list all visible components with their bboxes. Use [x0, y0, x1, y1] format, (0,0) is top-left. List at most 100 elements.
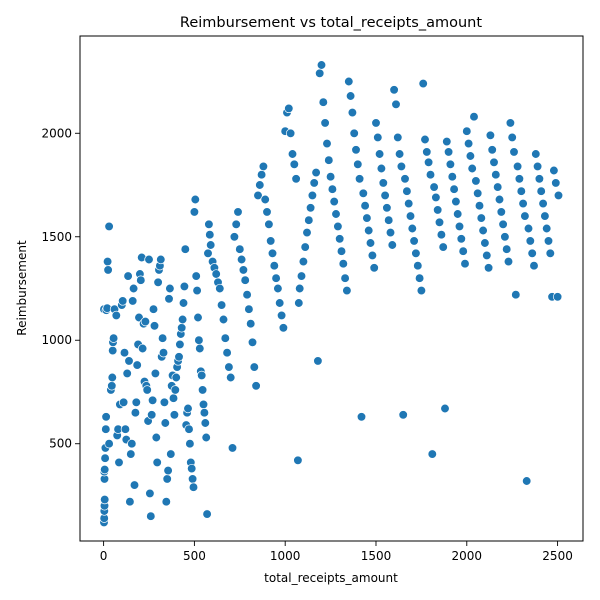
data-point [478, 225, 488, 236]
data-point [148, 304, 159, 314]
data-point [493, 182, 503, 192]
data-point [503, 256, 514, 267]
data-point [169, 410, 180, 420]
data-point [480, 238, 490, 248]
data-point [108, 333, 119, 343]
data-point [398, 410, 408, 420]
data-point [200, 418, 210, 428]
data-point [440, 403, 450, 414]
data-point [249, 362, 259, 372]
data-point [467, 163, 477, 174]
data-point [227, 443, 238, 453]
data-point [203, 248, 213, 258]
data-point [407, 223, 417, 234]
data-point [188, 482, 199, 492]
data-point [494, 194, 505, 205]
data-point [413, 261, 423, 271]
data-point [356, 412, 367, 422]
data-point [389, 85, 399, 95]
data-point [527, 248, 537, 258]
data-point [349, 128, 359, 138]
data-point [202, 509, 212, 519]
data-point [534, 174, 545, 184]
data-point [162, 474, 172, 484]
data-point [152, 457, 162, 468]
data-point [322, 138, 332, 149]
data-point [358, 188, 368, 198]
data-point [170, 385, 180, 395]
data-point [500, 232, 510, 242]
data-point [168, 393, 179, 403]
data-point [549, 165, 559, 176]
data-point [529, 261, 539, 271]
data-point [364, 225, 374, 236]
data-point [147, 395, 158, 405]
data-point [145, 488, 155, 499]
data-point [340, 273, 350, 283]
data-point [353, 159, 363, 169]
data-point [405, 211, 416, 221]
data-point [427, 449, 437, 459]
data-point [545, 248, 555, 258]
data-point [251, 381, 261, 391]
data-point [304, 215, 314, 225]
data-point [416, 285, 427, 296]
data-point [482, 250, 492, 261]
data-point [449, 184, 459, 194]
data-point [442, 136, 452, 147]
data-point [458, 246, 468, 256]
data-point [164, 294, 174, 304]
data-point [543, 236, 554, 246]
data-point [180, 244, 190, 254]
data-point [309, 178, 319, 188]
data-point [436, 230, 447, 240]
data-point [108, 345, 118, 356]
data-point [338, 259, 348, 269]
data-point [240, 275, 250, 285]
data-point [489, 157, 499, 167]
data-point [192, 285, 202, 296]
data-point [132, 360, 142, 370]
data-point [236, 254, 247, 265]
x-ticks: 0 500 1000 1500 2000 2500 [100, 541, 573, 563]
data-point [380, 190, 390, 201]
data-point [294, 298, 304, 308]
data-point [476, 213, 486, 223]
data-point [520, 211, 530, 221]
data-point [394, 149, 405, 159]
data-point [206, 240, 216, 250]
data-point [315, 68, 325, 78]
data-point [344, 76, 354, 87]
data-point [127, 439, 137, 449]
data-point [298, 256, 309, 267]
data-point [507, 132, 517, 143]
data-point [371, 118, 381, 128]
data-point [434, 217, 445, 227]
data-point [336, 246, 347, 256]
x-axis-label: total_receipts_amount [264, 571, 398, 585]
data-point [190, 194, 200, 205]
data-point [220, 333, 230, 343]
data-point [360, 201, 370, 211]
data-point [174, 352, 184, 362]
data-point [205, 230, 215, 240]
data-point [264, 219, 274, 229]
x-tick-label: 0 [100, 549, 108, 563]
data-point [189, 207, 200, 217]
data-point [333, 221, 343, 232]
data-point [331, 209, 341, 219]
data-point [453, 209, 463, 219]
data-point [198, 399, 209, 410]
data-point [179, 281, 190, 292]
data-point [242, 290, 252, 300]
data-point [365, 238, 376, 248]
data-point [425, 170, 436, 180]
data-point [289, 159, 299, 169]
data-point [122, 368, 132, 379]
data-point [166, 449, 176, 459]
data-point [511, 290, 521, 300]
data-point [518, 198, 528, 209]
data-point [373, 132, 383, 143]
data-point [445, 159, 456, 169]
